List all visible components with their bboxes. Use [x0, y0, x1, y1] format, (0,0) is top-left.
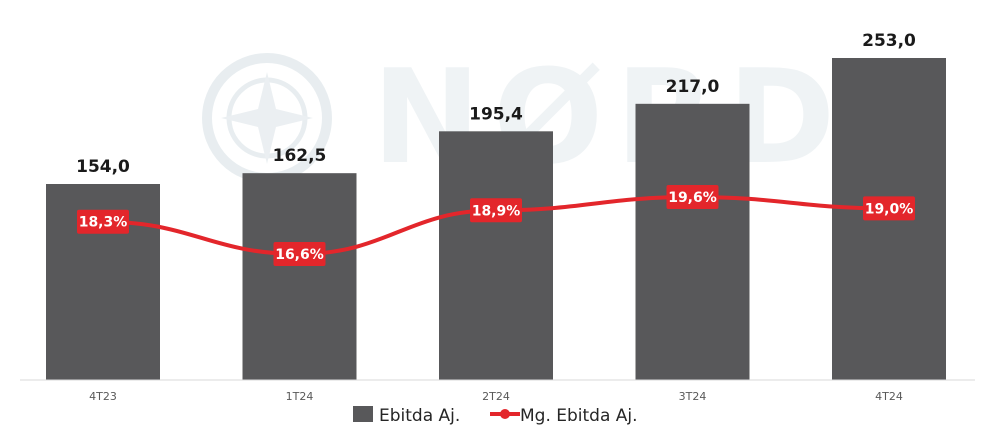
bar-value-label: 217,0 [666, 77, 720, 97]
margin-line-layer: 18,3% 16,6% 18,9% 19,6% 19,0% [77, 185, 915, 266]
margin-label-box [273, 242, 326, 266]
x-tick-label: 3T24 [679, 390, 707, 403]
margin-point-label: 18,3% [77, 209, 129, 234]
margin-label-text: 16,6% [275, 247, 324, 263]
bar-value-label: 154,0 [76, 157, 130, 177]
legend: Ebitda Aj. Mg. Ebitda Aj. [353, 406, 638, 426]
x-tick-label: 2T24 [482, 390, 510, 403]
bar-value-label: 162,5 [273, 146, 327, 166]
bar-value-label: 253,0 [862, 31, 916, 51]
bar-2T24 [439, 131, 553, 380]
margin-point-label: 16,6% [273, 242, 326, 266]
legend-bar-swatch [353, 406, 373, 422]
legend-line-label: Mg. Ebitda Aj. [520, 406, 638, 426]
bar-3T24 [635, 103, 750, 381]
margin-point-label: 19,6% [666, 185, 719, 209]
margin-label-text: 19,6% [668, 190, 717, 206]
margin-label-box [77, 209, 129, 234]
margin-point-label: 18,9% [470, 198, 522, 223]
margin-label-box [666, 185, 719, 209]
margin-label-box [863, 196, 915, 221]
bar-1T24 [242, 173, 357, 380]
bar-value-label: 195,4 [469, 104, 523, 124]
margin-label-text: 18,3% [79, 215, 128, 231]
margin-label-box [470, 198, 522, 223]
x-tick-label: 4T24 [875, 390, 903, 403]
legend-line-marker [500, 409, 510, 419]
legend-bar-label: Ebitda Aj. [379, 406, 460, 426]
x-tick-label: 4T23 [89, 390, 117, 403]
margin-point-label: 19,0% [863, 196, 915, 221]
margin-label-text: 18,9% [472, 203, 521, 219]
x-tick-labels: 4T23 1T24 2T24 3T24 4T24 [89, 390, 903, 403]
margin-label-text: 19,0% [865, 201, 914, 217]
x-tick-label: 1T24 [286, 390, 314, 403]
